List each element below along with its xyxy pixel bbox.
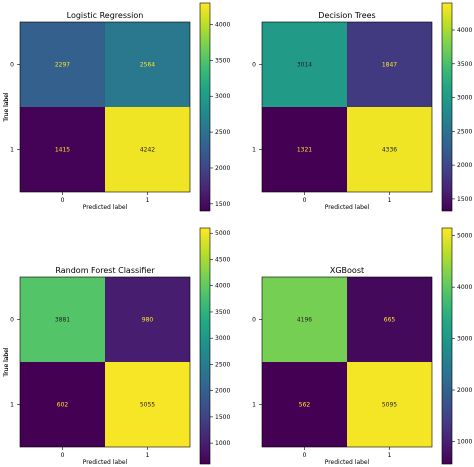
confusion-matrix-panel-2: Random Forest Classifier 3881 980 602 5055 0 1… (3, 227, 230, 466)
matrix-cell (347, 362, 432, 447)
matrix-cell (262, 107, 347, 192)
x-axis-label: Predicted label (325, 204, 370, 211)
y-tick-label: 1 (10, 147, 14, 154)
matrix-cell (262, 277, 347, 362)
matrix-cell (20, 277, 105, 362)
cell-value-label: 2564 (140, 62, 155, 69)
colorbar-tick-label: 2000 (457, 387, 472, 394)
matrix-cell (262, 362, 347, 447)
y-tick-label: 0 (252, 317, 256, 324)
matrix-cell (347, 277, 432, 362)
panel-title: XGBoost (330, 266, 364, 275)
matrix-cell (105, 22, 190, 107)
colorbar-tick-label: 2000 (215, 165, 230, 172)
x-axis-label: Predicted label (325, 459, 370, 466)
confusion-matrix-panel-1: Decision Trees 3014 1847 1321 4336 0 1 0 1 Predic… (3, 2, 472, 212)
colorbar-tick-label: 4000 (457, 284, 472, 291)
y-axis-label: True label (3, 92, 10, 122)
cell-value-label: 4336 (382, 147, 397, 154)
matrix-cell (347, 22, 432, 107)
panel-title: Logistic Regression (67, 11, 144, 20)
cell-value-label: 980 (142, 317, 154, 324)
colorbar-tick-label: 1000 (215, 440, 230, 447)
y-axis-label: True label (3, 347, 10, 377)
matrix-cell (20, 107, 105, 192)
x-tick-label: 0 (303, 197, 307, 204)
colorbar-tick-label: 3000 (457, 95, 472, 102)
cell-value-label: 602 (57, 402, 69, 409)
y-tick-label: 0 (10, 317, 14, 324)
colorbar-tick-label: 3500 (215, 309, 230, 316)
x-tick-label: 0 (61, 197, 65, 204)
cell-value-label: 3881 (55, 317, 70, 324)
colorbar-tick-label: 1500 (215, 201, 230, 208)
cell-value-label: 5095 (382, 402, 397, 409)
x-tick-label: 0 (61, 452, 65, 459)
colorbar (199, 227, 211, 465)
colorbar-tick-label: 3000 (215, 93, 230, 100)
y-tick-label: 1 (252, 402, 256, 409)
colorbar-tick-label: 3000 (215, 335, 230, 342)
plot-frame (19, 276, 191, 448)
cell-value-label: 2297 (55, 62, 70, 69)
panel-title: Decision Trees (318, 11, 375, 20)
y-tick-label: 1 (252, 147, 256, 154)
matrix-cell (347, 107, 432, 192)
x-tick-label: 1 (388, 452, 392, 459)
colorbar-tick-label: 2500 (215, 361, 230, 368)
plot-frame (19, 21, 191, 193)
colorbar-tick-label: 3000 (457, 336, 472, 343)
x-tick-label: 0 (303, 452, 307, 459)
colorbar-tick-label: 1500 (215, 414, 230, 421)
cell-value-label: 1415 (55, 147, 70, 154)
colorbar-tick-label: 2500 (457, 128, 472, 135)
colorbar-tick-label: 5000 (215, 230, 230, 237)
cell-value-label: 1321 (297, 147, 312, 154)
x-axis-label: Predicted label (83, 459, 128, 466)
cell-value-label: 4242 (140, 147, 155, 154)
colorbar-tick-label: 4000 (215, 22, 230, 29)
plot-frame (261, 276, 433, 448)
y-axis-label: True label (3, 347, 10, 377)
y-tick-label: 0 (10, 62, 14, 69)
cell-value-label: 562 (299, 402, 311, 409)
matrix-cell (262, 22, 347, 107)
cell-value-label: 665 (384, 317, 396, 324)
y-tick-label: 1 (10, 402, 14, 409)
colorbar (199, 2, 211, 212)
confusion-matrix-panel-0: Logistic Regression 2297 2564 1415 4242 0 1 0 1 P… (3, 2, 230, 212)
colorbar-tick-label: 3500 (457, 61, 472, 68)
matrix-cell (105, 362, 190, 447)
colorbar-tick-label: 1500 (457, 196, 472, 203)
panel-title: Random Forest Classifier (55, 266, 155, 275)
x-tick-label: 1 (146, 197, 150, 204)
colorbar-tick-label: 5000 (457, 233, 472, 240)
y-axis-label: True label (3, 92, 10, 122)
cell-value-label: 3014 (297, 62, 312, 69)
cell-value-label: 5055 (140, 402, 155, 409)
confusion-matrix-panel-3: XGBoost 4196 665 562 5095 0 1 0 1 Predicted label… (3, 227, 472, 466)
y-tick-label: 0 (252, 62, 256, 69)
plot-frame (261, 21, 433, 193)
matrix-cell (20, 362, 105, 447)
colorbar-tick-label: 2500 (215, 129, 230, 136)
colorbar (441, 2, 453, 212)
colorbar-tick-label: 4500 (215, 256, 230, 263)
matrix-cell (105, 107, 190, 192)
colorbar-tick-label: 1000 (457, 438, 472, 445)
x-axis-label: Predicted label (83, 204, 128, 211)
cell-value-label: 4196 (297, 317, 312, 324)
matrix-cell (105, 277, 190, 362)
colorbar (441, 227, 453, 465)
matrix-cell (20, 22, 105, 107)
colorbar-tick-label: 3500 (215, 57, 230, 64)
colorbar-tick-label: 4000 (215, 283, 230, 290)
colorbar-tick-label: 2000 (215, 388, 230, 395)
cell-value-label: 1847 (382, 62, 397, 69)
colorbar-tick-label: 2000 (457, 162, 472, 169)
colorbar-tick-label: 4000 (457, 27, 472, 34)
x-tick-label: 1 (146, 452, 150, 459)
x-tick-label: 1 (388, 197, 392, 204)
